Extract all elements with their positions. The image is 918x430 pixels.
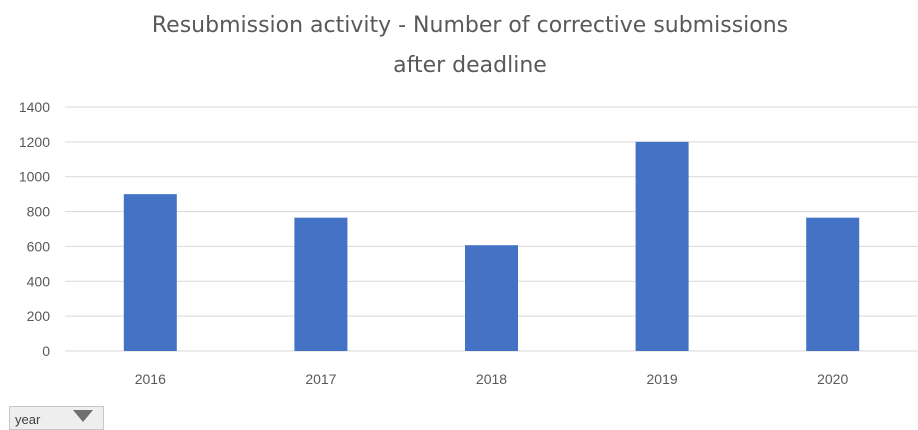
chart-title-line-1: Resubmission activity - Number of correc… [151, 13, 789, 38]
y-tick-label: 1000 [19, 169, 50, 185]
chart-title: Resubmission activity - Number of correc… [0, 6, 918, 86]
bar-2016 [123, 194, 177, 351]
bars [123, 141, 860, 351]
bar-2018 [465, 245, 518, 351]
y-tick-label: 400 [27, 273, 51, 289]
bar-2017 [294, 217, 348, 351]
bar-2020 [806, 217, 860, 351]
y-tick-label: 1200 [19, 134, 50, 150]
x-tick-label: 2019 [647, 371, 678, 387]
chart-title-line-2: after deadline [393, 53, 547, 78]
x-axis-tick-labels: 2016 2017 2018 2019 2020 [135, 371, 849, 387]
year-filter-button[interactable]: year [9, 406, 104, 430]
filter-dropdown-icon [73, 410, 93, 422]
y-tick-label: 600 [27, 238, 51, 254]
x-tick-label: 2018 [476, 371, 507, 387]
x-tick-label: 2017 [305, 371, 336, 387]
x-tick-label: 2020 [817, 371, 848, 387]
y-tick-label: 200 [27, 308, 51, 324]
x-tick-label: 2016 [135, 371, 166, 387]
y-tick-label: 0 [42, 343, 50, 359]
bar-2019 [635, 141, 689, 351]
year-filter-label: year [15, 412, 41, 427]
y-tick-label: 1400 [19, 99, 50, 115]
y-axis-tick-labels: 0 200 400 600 800 1000 1200 1400 [19, 99, 50, 359]
y-tick-label: 800 [27, 204, 51, 220]
